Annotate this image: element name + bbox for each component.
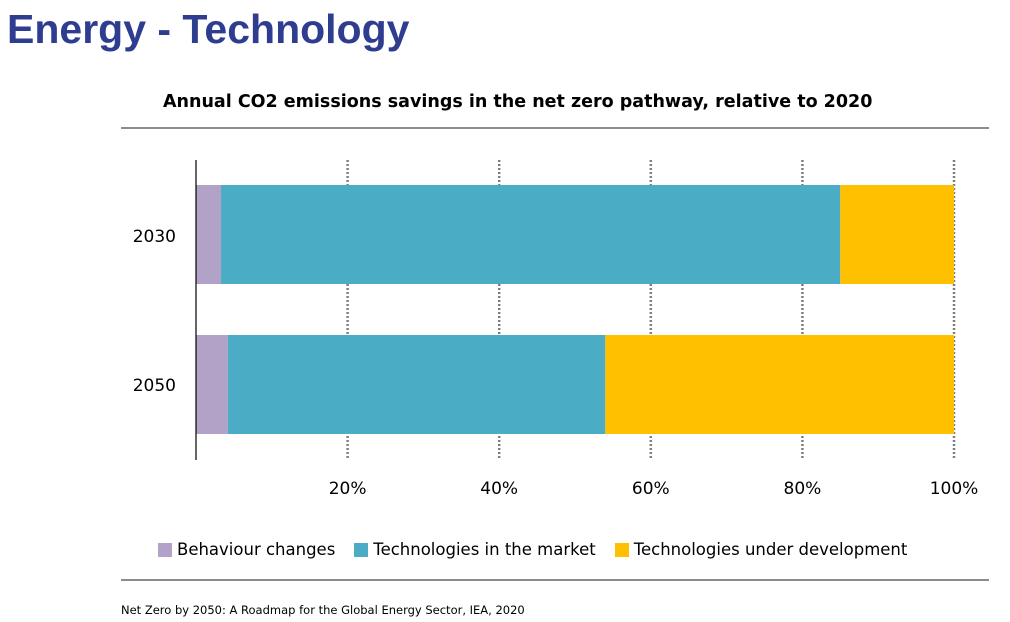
tick-labels: 2030 2050 20% 40% 60% 80% 100% [133, 227, 979, 499]
legend-label-behaviour-changes: Behaviour changes [177, 540, 336, 559]
legend-swatch-behaviour-changes [158, 542, 172, 557]
category-label-2050: 2050 [133, 376, 176, 396]
bar-2050-technologies-under-development [605, 335, 954, 434]
x-tick-label-80%: 80% [784, 479, 822, 499]
legend-item-technologies-under-development: Technologies under development [614, 540, 908, 559]
x-tick-label-40%: 40% [480, 479, 518, 499]
legend-item-technologies-in-the-market: Technologies in the market [354, 540, 596, 559]
legend-label-technologies-under-development: Technologies under development [633, 540, 908, 559]
bar-2050-behaviour-changes [196, 335, 228, 434]
bar-2050-technologies-in-the-market [227, 335, 606, 434]
x-tick-label-60%: 60% [632, 479, 670, 499]
chart-title: Annual CO2 emissions savings in the net … [163, 92, 873, 112]
bar-2030-behaviour-changes [196, 185, 222, 284]
source-citation: Net Zero by 2050: A Roadmap for the Glob… [121, 603, 525, 617]
legend-item-behaviour-changes: Behaviour changes [158, 540, 335, 559]
x-tick-label-20%: 20% [329, 479, 367, 499]
top-divider [121, 127, 989, 129]
bar-2030-technologies-in-the-market [221, 185, 841, 284]
legend-label-technologies-in-the-market: Technologies in the market [373, 540, 596, 559]
x-tick-label-100%: 100% [930, 479, 979, 499]
slide-title: Energy - Technology [7, 6, 410, 52]
legend: Behaviour changes Technologies in the mar… [158, 540, 926, 559]
legend-swatch-technologies-in-the-market [354, 542, 369, 557]
bottom-divider [121, 579, 989, 581]
legend-swatch-technologies-under-development [614, 542, 629, 557]
category-label-2030: 2030 [133, 227, 176, 247]
bars [196, 185, 954, 434]
bar-2030-technologies-under-development [840, 185, 954, 284]
